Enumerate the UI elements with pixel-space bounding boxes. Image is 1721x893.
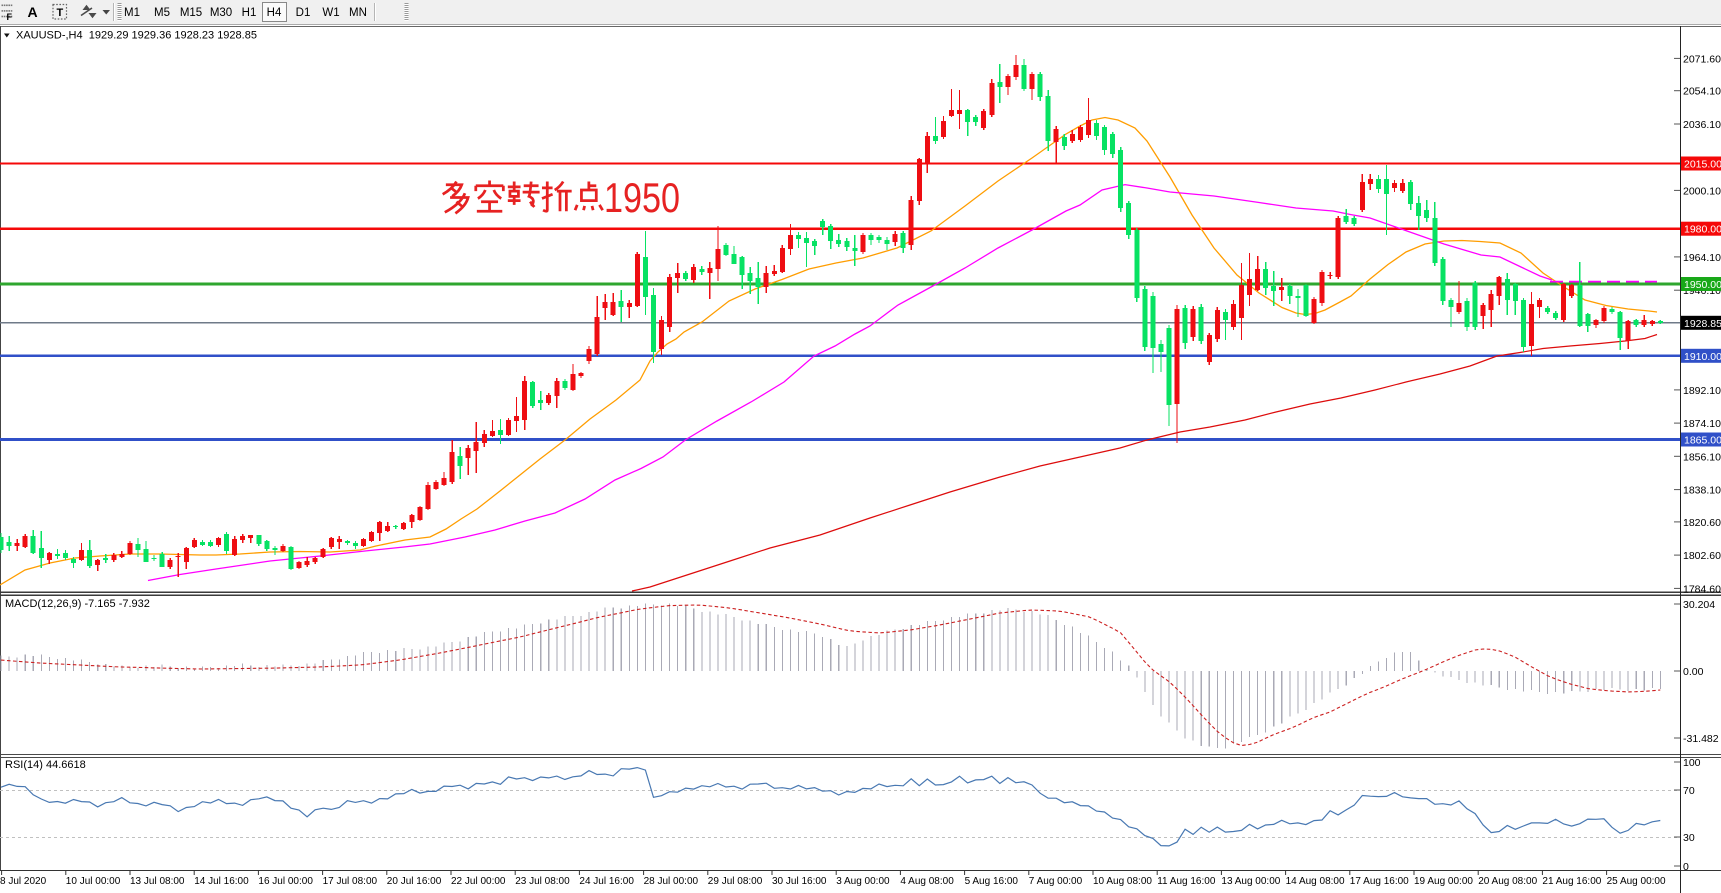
svg-text:XAUUSD-,H4 1929.29 1929.36 19: XAUUSD-,H4 1929.29 1929.36 1928.23 1928.… <box>16 30 257 42</box>
svg-text:A: A <box>28 4 38 20</box>
svg-text:13 Aug 00:00: 13 Aug 00:00 <box>1221 876 1280 887</box>
svg-text:T: T <box>57 7 64 19</box>
svg-text:MN: MN <box>349 7 367 19</box>
svg-text:1838.10: 1838.10 <box>1683 485 1721 497</box>
svg-text:22 Jul 00:00: 22 Jul 00:00 <box>451 876 506 887</box>
svg-text:H1: H1 <box>242 7 257 19</box>
svg-text:1928.85: 1928.85 <box>1684 318 1721 330</box>
svg-text:25 Aug 00:00: 25 Aug 00:00 <box>1607 876 1666 887</box>
svg-text:2071.60: 2071.60 <box>1683 53 1721 65</box>
svg-text:3 Aug 00:00: 3 Aug 00:00 <box>836 876 890 887</box>
svg-text:1820.60: 1820.60 <box>1683 517 1721 529</box>
svg-text:1802.60: 1802.60 <box>1683 550 1721 562</box>
svg-text:M5: M5 <box>154 7 170 19</box>
svg-text:D1: D1 <box>296 7 311 19</box>
svg-text:1950.00: 1950.00 <box>1684 279 1721 291</box>
svg-text:W1: W1 <box>322 7 339 19</box>
svg-text:5 Aug 16:00: 5 Aug 16:00 <box>965 876 1019 887</box>
svg-text:23 Jul 08:00: 23 Jul 08:00 <box>515 876 570 887</box>
svg-text:1784.60: 1784.60 <box>1683 583 1721 595</box>
svg-text:10 Aug 08:00: 10 Aug 08:00 <box>1093 876 1152 887</box>
svg-text:1950: 1950 <box>604 174 680 221</box>
svg-text:-31.482: -31.482 <box>1683 733 1719 745</box>
svg-text:1856.10: 1856.10 <box>1683 451 1721 463</box>
svg-text:1874.10: 1874.10 <box>1683 418 1721 430</box>
svg-text:19 Aug 00:00: 19 Aug 00:00 <box>1414 876 1473 887</box>
svg-text:11 Aug 16:00: 11 Aug 16:00 <box>1157 876 1216 887</box>
svg-text:24 Jul 16:00: 24 Jul 16:00 <box>579 876 634 887</box>
svg-text:H4: H4 <box>267 7 282 19</box>
svg-text:29 Jul 08:00: 29 Jul 08:00 <box>708 876 763 887</box>
svg-text:21 Aug 16:00: 21 Aug 16:00 <box>1542 876 1601 887</box>
svg-text:8 Jul 2020: 8 Jul 2020 <box>0 876 47 887</box>
svg-text:4 Aug 08:00: 4 Aug 08:00 <box>900 876 954 887</box>
svg-text:16 Jul 00:00: 16 Jul 00:00 <box>258 876 313 887</box>
svg-text:1980.00: 1980.00 <box>1684 224 1721 236</box>
svg-text:2036.10: 2036.10 <box>1683 119 1721 131</box>
svg-text:10 Jul 00:00: 10 Jul 00:00 <box>66 876 121 887</box>
svg-text:0.00: 0.00 <box>1683 666 1704 678</box>
svg-text:30.204: 30.204 <box>1683 599 1715 611</box>
svg-text:1892.10: 1892.10 <box>1683 385 1721 397</box>
svg-text:M1: M1 <box>124 7 140 19</box>
svg-text:14 Jul 16:00: 14 Jul 16:00 <box>194 876 249 887</box>
svg-text:17 Aug 16:00: 17 Aug 16:00 <box>1350 876 1409 887</box>
svg-text:30: 30 <box>1683 832 1695 844</box>
svg-text:17 Jul 08:00: 17 Jul 08:00 <box>323 876 378 887</box>
svg-text:M15: M15 <box>180 7 202 19</box>
svg-text:MACD(12,26,9) -7.165 -7.932: MACD(12,26,9) -7.165 -7.932 <box>5 598 150 610</box>
svg-text:2015.00: 2015.00 <box>1684 159 1721 171</box>
svg-text:1865.00: 1865.00 <box>1684 435 1721 447</box>
svg-text:RSI(14) 44.6618: RSI(14) 44.6618 <box>5 759 86 771</box>
svg-text:0: 0 <box>1683 861 1689 873</box>
svg-text:20 Aug 08:00: 20 Aug 08:00 <box>1478 876 1537 887</box>
svg-text:1910.00: 1910.00 <box>1684 351 1721 363</box>
svg-text:70: 70 <box>1683 785 1695 797</box>
svg-text:30 Jul 16:00: 30 Jul 16:00 <box>772 876 827 887</box>
svg-text:F: F <box>7 12 13 22</box>
svg-text:M30: M30 <box>210 7 232 19</box>
svg-text:100: 100 <box>1683 757 1701 769</box>
svg-text:28 Jul 00:00: 28 Jul 00:00 <box>644 876 699 887</box>
svg-text:13 Jul 08:00: 13 Jul 08:00 <box>130 876 185 887</box>
svg-text:1964.10: 1964.10 <box>1683 252 1721 264</box>
svg-text:2054.10: 2054.10 <box>1683 86 1721 98</box>
svg-text:7 Aug 00:00: 7 Aug 00:00 <box>1029 876 1083 887</box>
svg-text:2000.10: 2000.10 <box>1683 185 1721 197</box>
svg-text:14 Aug 08:00: 14 Aug 08:00 <box>1286 876 1345 887</box>
svg-text:20 Jul 16:00: 20 Jul 16:00 <box>387 876 442 887</box>
